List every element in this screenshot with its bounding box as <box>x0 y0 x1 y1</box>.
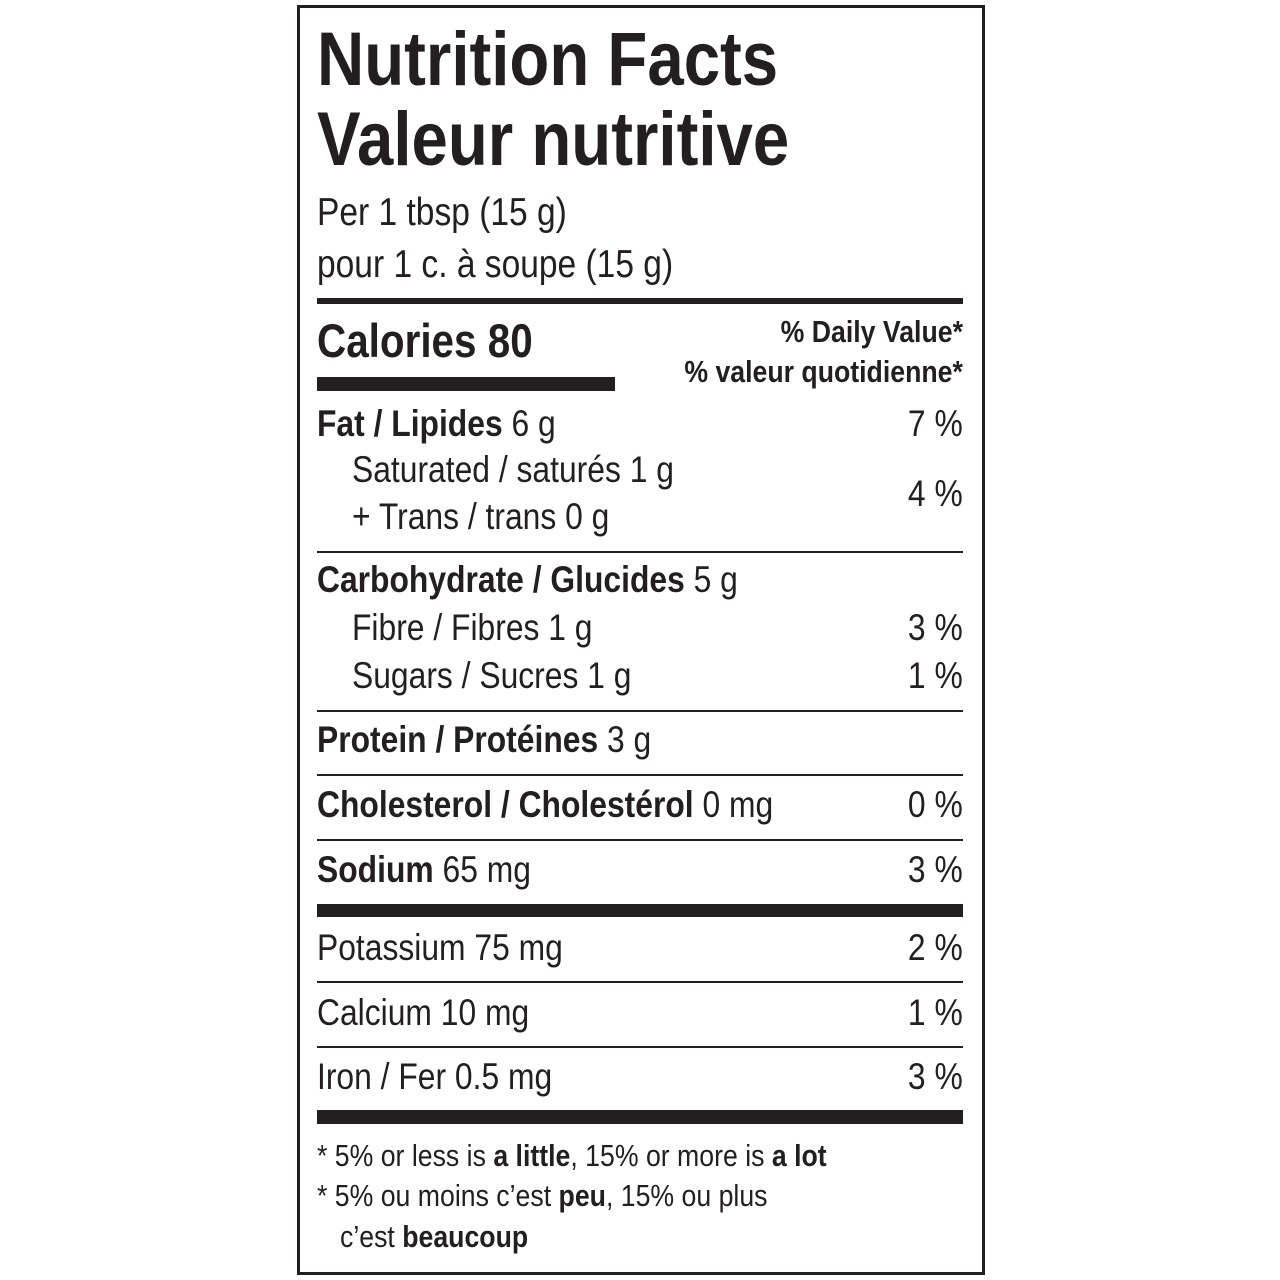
divider <box>317 1046 963 1048</box>
footnote-emphasis: peu <box>558 1178 606 1213</box>
title-french: Valeur nutritive <box>317 97 790 182</box>
sodium-dv: 3 % <box>908 849 963 890</box>
iron-dv: 3 % <box>908 1056 963 1097</box>
footnote-emphasis: a lot <box>771 1138 827 1173</box>
fat-amount: 6 g <box>511 403 556 444</box>
potassium-row: Potassium 75 mg <box>317 927 563 968</box>
trans-row: + Trans / trans 0 g <box>352 496 610 537</box>
sodium-amount: 65 mg <box>442 849 531 890</box>
protein-row: Protein / Protéines 3 g <box>317 721 651 758</box>
cholesterol-dv: 0 % <box>908 784 963 825</box>
fat-row: Fat / Lipides 6 g <box>317 405 556 442</box>
serving-size-english: Per 1 tbsp (15 g) <box>317 191 567 234</box>
calcium-row: Calcium 10 mg <box>317 992 530 1033</box>
calories-value: 80 <box>487 314 533 367</box>
nutrition-facts-panel <box>297 5 985 1275</box>
calories-bar <box>317 377 615 391</box>
footnote-emphasis: beaucoup <box>402 1219 529 1254</box>
calories: Calories 80 <box>317 317 533 364</box>
divider <box>317 981 963 983</box>
sodium-row: Sodium 65 mg <box>317 851 531 888</box>
footnote-french-line2: c’est beaucoup <box>340 1221 528 1252</box>
divider <box>317 551 963 553</box>
fibre-dv: 3 % <box>908 607 963 648</box>
fat-dv: 7 % <box>908 403 963 444</box>
cholesterol-row: Cholesterol / Cholestérol 0 mg <box>317 786 773 823</box>
serving-size-french: pour 1 c. à soupe (15 g) <box>317 243 674 286</box>
calories-label: Calories <box>317 314 477 367</box>
footnote-text: , 15% ou plus <box>605 1178 768 1213</box>
dv-header-french: % valeur quotidienne* <box>684 354 963 389</box>
protein-amount: 3 g <box>606 719 652 760</box>
carbohydrate-amount: 5 g <box>693 559 738 600</box>
footnote-text: * 5% ou moins c’est <box>317 1178 559 1213</box>
divider <box>317 839 963 841</box>
carbohydrate-label: Carbohydrate / Glucides <box>317 559 685 600</box>
sodium-label: Sodium <box>317 849 434 890</box>
cholesterol-label: Cholesterol / Cholestérol <box>317 784 694 825</box>
footnote-text: c’est <box>340 1219 403 1254</box>
cholesterol-amount: 0 mg <box>702 784 774 825</box>
footnote-text: , 15% or more is <box>570 1138 772 1173</box>
protein-label: Protein / Protéines <box>317 719 599 760</box>
iron-row: Iron / Fer 0.5 mg <box>317 1056 553 1097</box>
sugars-row: Sugars / Sucres 1 g <box>352 655 632 696</box>
divider-thick <box>317 904 963 917</box>
saturated-row: Saturated / saturés 1 g <box>352 449 674 490</box>
calcium-dv: 1 % <box>908 992 963 1033</box>
divider-thick <box>317 298 963 304</box>
title-english: Nutrition Facts <box>317 17 779 102</box>
sat-trans-dv: 4 % <box>908 473 963 514</box>
dv-header-english: % Daily Value* <box>780 314 963 349</box>
footnote-emphasis: a little <box>493 1138 571 1173</box>
fat-label: Fat / Lipides <box>317 403 503 444</box>
footnote-french: * 5% ou moins c’est peu, 15% ou plus <box>317 1180 768 1211</box>
divider <box>317 774 963 776</box>
divider <box>317 710 963 712</box>
carbohydrate-row: Carbohydrate / Glucides 5 g <box>317 561 738 598</box>
sugars-dv: 1 % <box>908 655 963 696</box>
footnote-english: * 5% or less is a little, 15% or more is… <box>317 1140 827 1171</box>
potassium-dv: 2 % <box>908 927 963 968</box>
fibre-row: Fibre / Fibres 1 g <box>352 607 593 648</box>
footnote-text: * 5% or less is <box>317 1138 494 1173</box>
divider-thick <box>317 1110 963 1124</box>
